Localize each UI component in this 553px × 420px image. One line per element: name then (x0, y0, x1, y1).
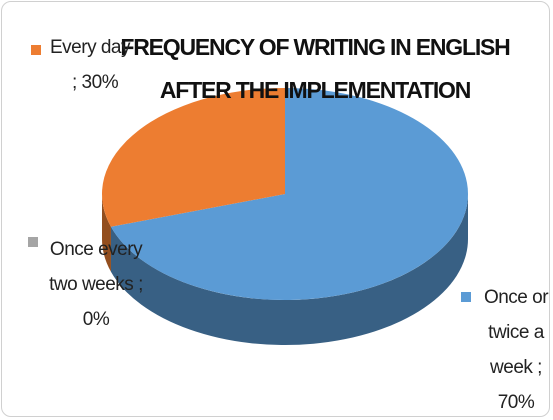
category-name: Once every two weeks (49, 239, 143, 295)
pie-slice (110, 88, 468, 301)
pie-side (110, 194, 468, 345)
category-name: Every day (50, 37, 130, 58)
category-name: Once or twice a week (483, 287, 549, 378)
data-label: Once or twice a week ; 70% (470, 280, 553, 420)
pie-slice (101, 88, 285, 227)
legend-marker (461, 292, 471, 302)
pie-side (102, 194, 111, 272)
value-label: ; 30% (72, 72, 119, 93)
legend-marker (28, 237, 38, 247)
data-label: Every day ; 30% (50, 30, 190, 100)
value-label: ; 70% (497, 357, 543, 413)
chart-title: FREQUENCY OF WRITING IN ENGLISH AFTER TH… (120, 34, 510, 103)
value-label: ; 0% (82, 274, 144, 330)
legend-marker (31, 45, 41, 55)
data-label: Once every two weeks ; 0% (42, 232, 150, 337)
